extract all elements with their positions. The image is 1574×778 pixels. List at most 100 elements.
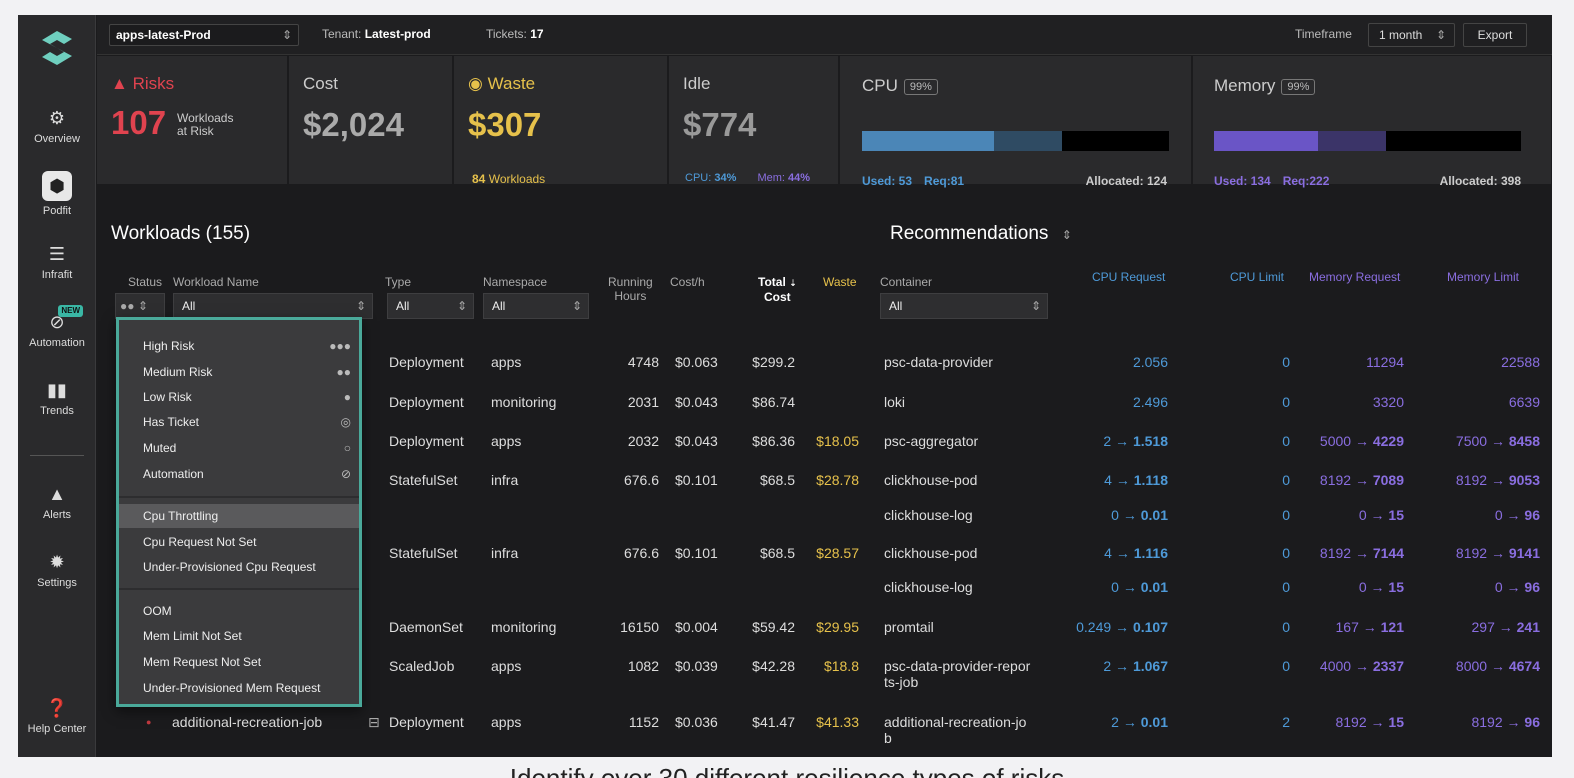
trends-icon: ▮▮ [47, 380, 67, 400]
tickets-info[interactable]: Tickets: 17 [486, 27, 544, 41]
timeframe-select[interactable]: 1 month ⇕ [1368, 23, 1455, 47]
col-type[interactable]: Type [385, 275, 412, 289]
table-row[interactable]: Deployment monitoring 2031 $0.043 $86.74 loki… [18, 394, 1552, 424]
idle-card[interactable]: Idle $774 CPU: 34% Mem: 44% [669, 56, 839, 184]
dropdown-option[interactable]: Mem Request Not Set [143, 655, 262, 669]
workload-type: Deployment [389, 394, 464, 410]
sidebar-item-automation[interactable]: ⊘ NEW Automation [29, 305, 85, 349]
container-filter[interactable]: All ⇕ [880, 293, 1048, 319]
sidebar-item-infrafit[interactable]: ☰ Infrafit [41, 244, 73, 281]
select-caret-icon: ⇕ [281, 28, 292, 42]
dropdown-option[interactable]: Under-Provisioned Mem Request [143, 681, 321, 695]
table-row[interactable]: StatefulSet infra 676.6 $0.101 $68.5 $28.78 cl… [18, 472, 1552, 502]
ticket-icon[interactable]: ⊟ [368, 714, 380, 730]
waste-value: $28.78 [816, 472, 859, 488]
memory-card[interactable]: Memory 99% Used: 134 Req:222 Allocated: 39… [1193, 56, 1552, 188]
timeframe-label: Timeframe [1295, 27, 1352, 41]
col-container[interactable]: Container [880, 275, 933, 289]
memory-limit-value: 8192 → 9053 [1455, 472, 1540, 488]
sidebar-item-trends[interactable]: ▮▮ Trends [40, 380, 74, 417]
cpu-request-value: 4 → 1.118 [1104, 472, 1168, 488]
sidebar-item-overview[interactable]: ⚙ Overview [34, 108, 80, 145]
dropdown-option[interactable]: High Risk ●●● [119, 334, 359, 358]
arrow-icon: → [1366, 507, 1389, 523]
arrow-icon: → [1351, 658, 1373, 674]
sort-icon[interactable]: ⇕ [1061, 228, 1072, 242]
cluster-select[interactable]: apps-latest-Prod ⇕ [109, 24, 299, 46]
waste-card[interactable]: ◉ Waste $307 84 Workloads [454, 56, 668, 186]
cpu-limit-value: 0 [1282, 619, 1290, 635]
export-button[interactable]: Export [1463, 23, 1527, 47]
cpu-used-fill [862, 131, 994, 151]
dropdown-option[interactable]: Has Ticket ◎ [119, 410, 359, 434]
dropdown-option[interactable]: Low Risk ● [119, 385, 359, 409]
running-hours: 1152 [628, 714, 659, 730]
cpu-request-value: 4 → 1.116 [1104, 545, 1168, 561]
container-name: additional-recreation-jo b [884, 714, 1027, 746]
workload-namespace: apps [491, 433, 522, 449]
workload-name[interactable]: additional-recreation-job [172, 714, 323, 730]
type-filter[interactable]: All ⇕ [387, 293, 474, 319]
namespace-filter[interactable]: All ⇕ [483, 293, 589, 319]
table-row[interactable]: ● additional-recreation-job ⊟ Deployment app… [18, 714, 1552, 746]
cpu-request-value: 2 → 0.01 [1111, 714, 1168, 730]
memory-request-value: 167 → 121 [1335, 619, 1405, 635]
table-row[interactable]: ScaledJob apps 1082 $0.039 $42.28 $18.8 psc-da… [18, 658, 1552, 690]
sidebar-item-alerts[interactable]: ▲ Alerts [42, 484, 72, 521]
waste-value: $29.95 [816, 619, 859, 635]
cost-card[interactable]: Cost $2,024 [289, 56, 453, 184]
workload-namespace: apps [491, 714, 522, 730]
workload-name-filter[interactable]: All ⇕ [173, 293, 373, 319]
table-row[interactable]: Deployment apps 4748 $0.063 $299.2 psc-data-p… [18, 354, 1552, 384]
select-caret-icon: ⇕ [571, 299, 582, 313]
workload-type: Deployment [389, 433, 464, 449]
app-window: ⚙ Overview ⬢ Podfit ☰ Infrafit ⊘ NEW Auto… [18, 15, 1552, 757]
memory-used-fill [1214, 131, 1318, 151]
settings-icon: ✹ [49, 552, 65, 572]
col-cpu-limit[interactable]: CPU Limit [1230, 270, 1285, 284]
col-memory-limit[interactable]: Memory Limit [1447, 270, 1520, 284]
dropdown-option[interactable]: OOM [143, 604, 172, 618]
cpu-limit-value: 0 [1282, 354, 1290, 370]
dropdown-option[interactable]: Mem Limit Not Set [143, 629, 242, 643]
status-filter-toggle[interactable]: ●● ⇕ [115, 293, 165, 319]
table-row[interactable]: DaemonSet monitoring 16150 $0.004 $59.42 $29.… [18, 619, 1552, 649]
cpu-limit-value: 2 [1282, 714, 1290, 730]
col-running-hours[interactable]: Running Hours [608, 275, 653, 303]
col-cpu-request[interactable]: CPU Request [1092, 270, 1166, 284]
col-workload-name[interactable]: Workload Name [173, 275, 259, 289]
dropdown-option[interactable]: Muted ○ [119, 436, 359, 460]
cpu-card[interactable]: CPU 99% Used: 53 Req:81 Allocated: 124 [840, 56, 1192, 188]
col-cost-per-hour[interactable]: Cost/h [670, 275, 705, 289]
memory-limit-value: 8192 → 96 [1471, 714, 1540, 730]
dropdown-option[interactable]: Cpu Request Not Set [143, 535, 257, 549]
table-row[interactable]: clickhouse-log 0 → 0.01 0 0 → 15 0 → 96 [18, 579, 1552, 609]
risks-card[interactable]: ▲ Risks 107 Workloads at Risk [97, 56, 288, 184]
risks-title: ▲ Risks [111, 74, 175, 93]
col-memory-request[interactable]: Memory Request [1309, 270, 1401, 284]
cpu-request-value: 2.496 [1132, 394, 1168, 410]
table-row[interactable]: StatefulSet infra 676.6 $0.101 $68.5 $28.57 cl… [18, 545, 1552, 575]
dropdown-option[interactable]: Under-Provisioned Cpu Request [143, 560, 316, 574]
memory-title: Memory 99% [1214, 76, 1316, 96]
waste-value: $41.33 [816, 714, 859, 730]
dropdown-option[interactable]: Cpu Throttling [119, 504, 359, 528]
col-namespace[interactable]: Namespace [483, 275, 548, 289]
col-status[interactable]: Status [128, 275, 163, 289]
arrow-icon: → [1111, 472, 1134, 488]
arrow-icon: → [1494, 619, 1517, 635]
waste-value: $307 [468, 106, 542, 143]
sidebar-item-podfit[interactable]: ⬢ Podfit [18, 171, 96, 217]
sidebar-item-help-center[interactable]: ❓ Help Center [27, 698, 87, 735]
table-row[interactable]: clickhouse-log 0 → 0.01 0 0 → 15 0 → 96 [18, 507, 1552, 537]
table-row[interactable]: Deployment apps 2032 $0.043 $86.36 $18.05 psc-… [18, 433, 1552, 463]
col-total-cost[interactable]: Total ⇣ Cost [758, 275, 797, 304]
dropdown-option[interactable]: Automation ⊘ [119, 462, 359, 486]
col-waste[interactable]: Waste [823, 275, 857, 289]
cpu-stats: Used: 53 Req:81 [862, 174, 965, 188]
sidebar-item-settings[interactable]: ✹ Settings [37, 552, 77, 589]
status-indicator-icon: ○ [343, 441, 351, 455]
memory-limit-value: 22588 [1501, 354, 1540, 370]
running-hours: 676.6 [623, 472, 659, 488]
dropdown-option[interactable]: Medium Risk ●● [119, 360, 359, 384]
